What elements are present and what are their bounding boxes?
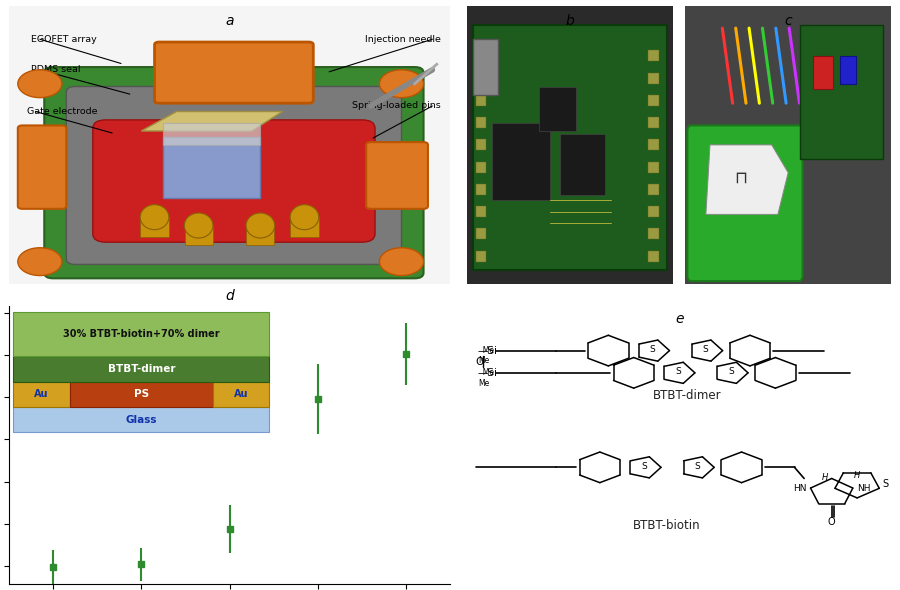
- Ellipse shape: [380, 248, 424, 276]
- Text: S: S: [883, 479, 889, 489]
- Text: Me
Me: Me Me: [478, 358, 494, 388]
- Text: Spring-loaded pins: Spring-loaded pins: [353, 101, 441, 110]
- Text: NH: NH: [857, 484, 870, 493]
- Bar: [14, 356, 269, 382]
- Bar: [69, 382, 213, 407]
- Text: S: S: [650, 345, 655, 354]
- Text: O: O: [476, 357, 484, 367]
- Ellipse shape: [290, 205, 319, 230]
- FancyBboxPatch shape: [813, 56, 833, 89]
- Ellipse shape: [106, 120, 353, 242]
- FancyBboxPatch shape: [648, 73, 659, 84]
- FancyBboxPatch shape: [648, 139, 659, 150]
- FancyBboxPatch shape: [475, 95, 486, 106]
- FancyBboxPatch shape: [475, 251, 486, 261]
- Bar: [213, 382, 269, 407]
- Text: O: O: [828, 517, 835, 526]
- FancyBboxPatch shape: [164, 123, 260, 145]
- FancyBboxPatch shape: [475, 184, 486, 195]
- Text: Me
Me: Me Me: [478, 336, 494, 365]
- FancyBboxPatch shape: [840, 56, 856, 84]
- FancyBboxPatch shape: [685, 6, 891, 284]
- FancyBboxPatch shape: [648, 117, 659, 128]
- Text: HN: HN: [793, 484, 806, 493]
- Text: ⊓: ⊓: [734, 169, 747, 187]
- FancyBboxPatch shape: [648, 162, 659, 173]
- FancyBboxPatch shape: [688, 126, 803, 281]
- Bar: [14, 407, 269, 432]
- Text: BTBT-dimer: BTBT-dimer: [108, 364, 175, 374]
- Text: PDMS seal: PDMS seal: [31, 65, 81, 74]
- FancyBboxPatch shape: [648, 184, 659, 195]
- Text: EGOFET array: EGOFET array: [31, 35, 97, 44]
- Text: e: e: [675, 312, 683, 326]
- FancyBboxPatch shape: [475, 50, 486, 61]
- FancyBboxPatch shape: [473, 40, 498, 95]
- Text: 30% BTBT-biotin+70% dimer: 30% BTBT-biotin+70% dimer: [63, 329, 220, 339]
- Polygon shape: [141, 112, 283, 131]
- FancyBboxPatch shape: [492, 123, 550, 201]
- Ellipse shape: [380, 70, 424, 97]
- Text: H: H: [854, 471, 860, 480]
- FancyBboxPatch shape: [140, 217, 168, 237]
- Bar: [14, 312, 269, 356]
- FancyBboxPatch shape: [648, 251, 659, 261]
- FancyBboxPatch shape: [247, 225, 274, 245]
- FancyBboxPatch shape: [539, 87, 576, 131]
- Text: c: c: [784, 14, 792, 28]
- FancyBboxPatch shape: [184, 225, 212, 245]
- Text: d: d: [225, 289, 234, 303]
- Text: S: S: [675, 367, 681, 376]
- Text: a: a: [225, 14, 234, 28]
- Text: Au: Au: [34, 389, 49, 399]
- FancyBboxPatch shape: [366, 142, 428, 209]
- Text: BTBT-dimer: BTBT-dimer: [653, 389, 722, 402]
- Text: Injection needle: Injection needle: [365, 35, 441, 44]
- Text: BTBT-biotin: BTBT-biotin: [633, 519, 700, 532]
- Ellipse shape: [184, 213, 213, 238]
- Text: H: H: [823, 473, 829, 481]
- Text: Glass: Glass: [126, 415, 158, 425]
- Text: Gate electrode: Gate electrode: [27, 107, 97, 116]
- FancyBboxPatch shape: [475, 73, 486, 84]
- Polygon shape: [706, 145, 788, 214]
- Text: S: S: [703, 345, 708, 354]
- Ellipse shape: [246, 213, 274, 238]
- FancyBboxPatch shape: [475, 139, 486, 150]
- FancyBboxPatch shape: [155, 42, 313, 103]
- FancyBboxPatch shape: [800, 25, 883, 159]
- FancyBboxPatch shape: [475, 228, 486, 240]
- FancyBboxPatch shape: [473, 25, 667, 270]
- FancyBboxPatch shape: [560, 134, 605, 195]
- FancyBboxPatch shape: [291, 217, 319, 237]
- Text: —Si: —Si: [478, 346, 498, 356]
- Text: —Si: —Si: [478, 368, 498, 378]
- Ellipse shape: [18, 70, 62, 97]
- FancyBboxPatch shape: [648, 206, 659, 217]
- Text: Au: Au: [234, 389, 248, 399]
- FancyBboxPatch shape: [648, 228, 659, 240]
- Ellipse shape: [140, 205, 169, 230]
- FancyBboxPatch shape: [44, 67, 424, 278]
- Text: S: S: [641, 462, 647, 471]
- Bar: [14, 382, 69, 407]
- FancyBboxPatch shape: [9, 6, 450, 284]
- Text: PS: PS: [134, 389, 148, 399]
- Text: b: b: [566, 14, 574, 28]
- FancyBboxPatch shape: [475, 206, 486, 217]
- FancyBboxPatch shape: [475, 162, 486, 173]
- Text: S: S: [695, 462, 700, 471]
- FancyBboxPatch shape: [648, 50, 659, 61]
- Ellipse shape: [18, 248, 62, 276]
- FancyBboxPatch shape: [93, 120, 375, 242]
- FancyBboxPatch shape: [164, 136, 260, 198]
- FancyBboxPatch shape: [648, 95, 659, 106]
- Text: S: S: [728, 367, 734, 376]
- FancyBboxPatch shape: [18, 126, 67, 209]
- FancyBboxPatch shape: [475, 117, 486, 128]
- FancyBboxPatch shape: [467, 6, 673, 284]
- FancyBboxPatch shape: [67, 87, 401, 264]
